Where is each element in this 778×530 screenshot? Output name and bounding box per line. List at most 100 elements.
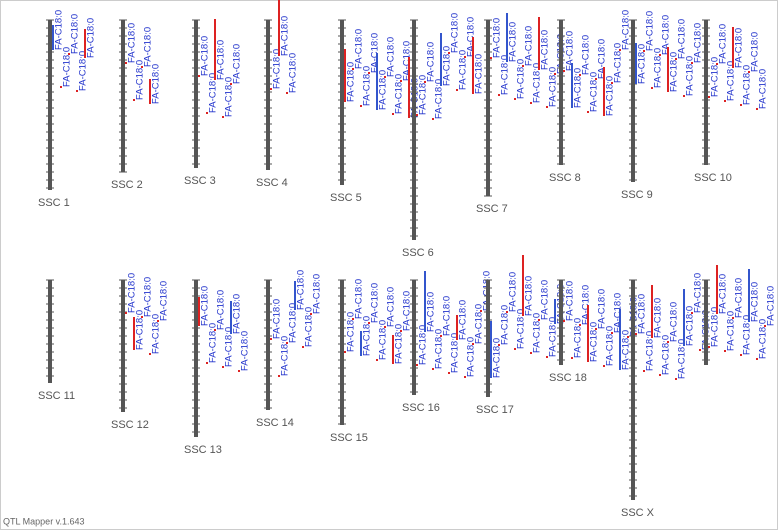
- qtl-label: FA-C18:0: [418, 325, 429, 365]
- qtl-label: FA-C18:0: [573, 318, 584, 358]
- qtl-label: FA-C18:0: [224, 77, 235, 117]
- version-footer: QTL Mapper v.1.643: [3, 516, 85, 526]
- chromosome-label: SSC 11: [38, 390, 75, 402]
- chromosome-label: SSC 5: [330, 192, 362, 204]
- qtl-label: FA-C18:0: [766, 286, 777, 326]
- chromosome-bar: [412, 280, 416, 395]
- qtl-label: FA-C18:0: [693, 273, 704, 313]
- chromosome-label: SSC 7: [476, 203, 508, 215]
- chromosome-bar: [194, 280, 198, 437]
- qtl-label: FA-C18:0: [726, 61, 737, 101]
- qtl-label: FA-C18:0: [135, 310, 146, 350]
- qtl-label: FA-C18:0: [354, 29, 365, 69]
- chromosome: SSC 14FA-C18:0FA-C18:0FA-C18:0FA-C18:0FA…: [256, 270, 323, 429]
- qtl-label: FA-C18:0: [750, 32, 761, 72]
- qtl-label: FA-C18:0: [434, 329, 445, 369]
- chromosome: SSC 17FA-C18:0FA-C18:0FA-C18:0FA-C18:0FA…: [476, 255, 567, 416]
- qtl-label: FA-C18:0: [474, 304, 485, 344]
- qtl-label: FA-C18:0: [500, 55, 511, 95]
- chromosome: SSC 10FA-C18:0FA-C18:0FA-C18:0FA-C18:0FA…: [694, 19, 769, 184]
- qtl-label: FA-C18:0: [677, 19, 688, 59]
- qtl-label: FA-C18:0: [637, 294, 648, 334]
- qtl-label: FA-C18:0: [500, 305, 511, 345]
- chromosome-label: SSC 16: [402, 402, 440, 414]
- qtl-label: FA-C18:0: [312, 274, 323, 314]
- qtl-label: FA-C18:0: [370, 33, 381, 73]
- qtl-label: FA-C18:0: [548, 317, 559, 357]
- qtl-label: FA-C18:0: [127, 273, 138, 313]
- chromosome-label: SSC X: [621, 507, 655, 519]
- qtl-label: FA-C18:0: [418, 75, 429, 115]
- qtl-label: FA-C18:0: [573, 68, 584, 108]
- chromosome: SSC 1FA-C18:0FA-C18:0FA-C18:0FA-C18:0FA-…: [38, 10, 97, 209]
- qtl-label: FA-C18:0: [605, 76, 616, 116]
- chromosome-bar: [121, 280, 125, 412]
- qtl-label: FA-C18:0: [492, 18, 503, 58]
- chromosome-bar: [266, 20, 270, 170]
- chromosome-label: SSC 4: [256, 177, 288, 189]
- qtl-label: FA-C18:0: [661, 15, 672, 55]
- qtl-label: FA-C18:0: [669, 52, 680, 92]
- qtl-label: FA-C18:0: [605, 326, 616, 366]
- qtl-label: FA-C18:0: [621, 10, 632, 50]
- qtl-label: FA-C18:0: [402, 291, 413, 331]
- qtl-label: FA-C18:0: [280, 16, 291, 56]
- qtl-label: FA-C18:0: [540, 280, 551, 320]
- qtl-label: FA-C18:0: [637, 44, 648, 84]
- qtl-label: FA-C18:0: [661, 335, 672, 375]
- qtl-label: FA-C18:0: [304, 307, 315, 347]
- qtl-label: FA-C18:0: [653, 48, 664, 88]
- qtl-label: FA-C18:0: [492, 338, 503, 378]
- chromosome-label: SSC 3: [184, 175, 216, 187]
- qtl-label: FA-C18:0: [346, 62, 357, 102]
- chromosome: SSC 18FA-C18:0FA-C18:0FA-C18:0FA-C18:0FA…: [549, 279, 640, 384]
- qtl-label: FA-C18:0: [450, 333, 461, 373]
- chromosome: SSC 3FA-C18:0FA-C18:0FA-C18:0FA-C18:0FA-…: [184, 19, 243, 187]
- qtl-label: FA-C18:0: [474, 54, 485, 94]
- qtl-label: FA-C18:0: [645, 11, 656, 51]
- qtl-label: FA-C18:0: [362, 66, 373, 106]
- chromosome-bar: [486, 280, 490, 397]
- chromosome-bar: [194, 20, 198, 168]
- qtl-label: FA-C18:0: [621, 330, 632, 370]
- qtl-label: FA-C18:0: [426, 42, 437, 82]
- qtl-label: FA-C18:0: [208, 323, 219, 363]
- qtl-label: FA-C18:0: [216, 290, 227, 330]
- qtl-label: FA-C18:0: [450, 13, 461, 53]
- qtl-label: FA-C18:0: [508, 272, 519, 312]
- qtl-label: FA-C18:0: [200, 286, 211, 326]
- chromosome-bar: [266, 280, 270, 410]
- qtl-label: FA-C18:0: [426, 292, 437, 332]
- qtl-label: FA-C18:0: [653, 298, 664, 338]
- qtl-label: FA-C18:0: [442, 296, 453, 336]
- qtl-label: FA-C18:0: [296, 270, 307, 310]
- qtl-label: FA-C18:0: [402, 41, 413, 81]
- qtl-label: FA-C18:0: [532, 63, 543, 103]
- qtl-label: FA-C18:0: [386, 37, 397, 77]
- qtl-label: FA-C18:0: [78, 51, 89, 91]
- qtl-label: FA-C18:0: [86, 18, 97, 58]
- chromosome: SSC 15FA-C18:0FA-C18:0FA-C18:0FA-C18:0FA…: [330, 279, 413, 444]
- qtl-label: FA-C18:0: [370, 283, 381, 323]
- qtl-label: FA-C18:0: [645, 331, 656, 371]
- chromosome-bar: [412, 20, 416, 240]
- qtl-label: FA-C18:0: [151, 64, 162, 104]
- qtl-label: FA-C18:0: [280, 336, 291, 376]
- qtl-label: FA-C18:0: [516, 309, 527, 349]
- qtl-label: FA-C18:0: [232, 44, 243, 84]
- chromosome: SSC 6FA-C18:0FA-C18:0FA-C18:0FA-C18:0FA-…: [402, 13, 485, 259]
- chromosome-bar: [48, 280, 52, 383]
- qtl-label: FA-C18:0: [524, 26, 535, 66]
- qtl-label: FA-C18:0: [532, 313, 543, 353]
- chromosome-label: SSC 14: [256, 417, 294, 429]
- chromosome-label: SSC 18: [549, 372, 587, 384]
- chromosome-bar: [631, 280, 635, 500]
- qtl-label: FA-C18:0: [458, 300, 469, 340]
- chromosome-bar: [559, 280, 563, 365]
- qtl-label: FA-C18:0: [346, 312, 357, 352]
- qtl-label: FA-C18:0: [272, 299, 283, 339]
- chromosome-bar: [48, 20, 52, 190]
- qtl-label: FA-C18:0: [718, 274, 729, 314]
- qtl-label: FA-C18:0: [240, 331, 251, 371]
- chromosome-bar: [340, 20, 344, 185]
